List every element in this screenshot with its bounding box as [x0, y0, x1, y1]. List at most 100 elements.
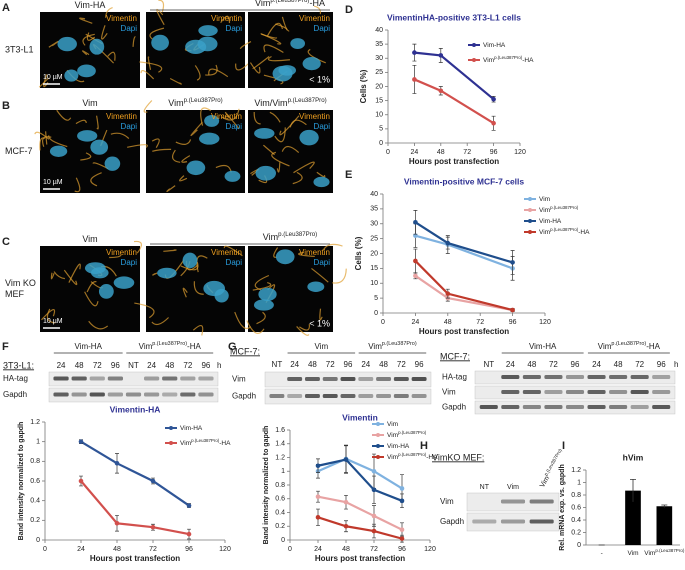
label: Vimp.(Leu387Pro) [368, 341, 417, 351]
y-tick-label: 1.2 [571, 467, 581, 474]
point [343, 523, 349, 529]
label-sup: p.(Leu387Pro) [191, 438, 220, 443]
point [186, 503, 192, 508]
band [376, 394, 392, 398]
y-tick-label: 10 [370, 280, 378, 287]
vimentin-fibre [96, 115, 99, 130]
nucleus [151, 34, 169, 51]
stain-label: Dapi [226, 24, 243, 33]
vimentin-fibre [316, 171, 326, 178]
band [304, 394, 320, 398]
stain-label: Vimentin [106, 248, 137, 257]
band [322, 377, 338, 381]
lane-label: NT [483, 360, 494, 369]
y-tick-label: 1.6 [275, 427, 285, 434]
point [343, 499, 349, 505]
y-tick-label: 30 [370, 221, 378, 228]
label: Vimp.(Leu387Pro) [387, 430, 427, 439]
lane-label: 48 [527, 360, 536, 369]
band [587, 375, 606, 379]
label: Vimp.(Leu387Pro)-HA [483, 55, 534, 64]
band [630, 405, 649, 409]
band [609, 405, 628, 409]
vimentin-fibre [163, 249, 177, 252]
point [510, 260, 515, 265]
band [393, 394, 409, 398]
series-line [414, 274, 513, 312]
label: Vimp.(Leu387Pro)-HA [180, 438, 231, 447]
label-sup: p.(Leu387Pro) [398, 430, 427, 435]
label: Vimp.(Leu387Pro)-HA [598, 341, 661, 351]
y-tick-label: 1 [36, 439, 40, 446]
chart-title: hVim [623, 452, 644, 462]
blot-row-label: HA-tag [442, 373, 467, 382]
x-tick-label: 120 [219, 546, 231, 553]
vimentin-fibre [276, 162, 281, 173]
band [180, 376, 196, 381]
stain-label: Dapi [121, 24, 138, 33]
point [438, 88, 444, 94]
band [71, 392, 87, 397]
label-text: Vim [82, 234, 97, 244]
vimentin-fibre [296, 326, 310, 336]
y-tick-label: 25 [370, 235, 378, 242]
nucleus [104, 156, 121, 171]
label-suffix: -HA [309, 0, 325, 8]
point [445, 240, 451, 246]
lane-label: 96 [201, 361, 210, 370]
lane-unit: h [674, 360, 678, 369]
band [107, 392, 123, 397]
lane-label: 72 [183, 361, 192, 370]
lane-label: NT [128, 361, 139, 370]
vimentin-fibre [253, 112, 261, 125]
vimentin-fibre [82, 33, 95, 46]
vimentin-fibre [273, 247, 279, 258]
band [652, 375, 671, 379]
label-text: Vim [539, 207, 550, 214]
panel-label: C [2, 236, 10, 248]
y-tick-label: 1 [281, 468, 285, 475]
band [500, 499, 526, 504]
vimentin-fibre [109, 254, 122, 259]
x-tick-label: 120 [539, 319, 551, 326]
y-tick-label: 1.2 [30, 419, 40, 426]
nucleus [275, 249, 295, 265]
y-tick-label: 35 [375, 41, 383, 48]
nucleus [278, 65, 297, 76]
vimentin-fibre [41, 309, 56, 321]
y-tick-label: 1.4 [275, 441, 285, 448]
bar [625, 490, 641, 545]
band [89, 376, 105, 381]
band [500, 519, 526, 524]
y-tick-label: 35 [370, 206, 378, 213]
band [544, 390, 563, 394]
band [107, 376, 123, 381]
vimentin-fibre [234, 311, 252, 330]
label-suffix: -HA [219, 440, 231, 447]
label-suffix: -HA [187, 342, 201, 351]
x-tick-label: 24 [412, 319, 420, 326]
label-text: NT [480, 484, 490, 491]
label-text: Vim [387, 432, 398, 439]
vimentin-fibre [140, 70, 155, 80]
label-text: Vim-HA [539, 218, 562, 225]
label-text: Vim [507, 484, 519, 491]
nucleus [258, 287, 277, 302]
point [315, 463, 321, 469]
x-tick-label: - [601, 550, 603, 557]
vimentin-fibre [266, 22, 284, 37]
lane-label: 96 [571, 360, 580, 369]
y-tick-label: 0.6 [30, 478, 40, 485]
lane-label: 48 [379, 360, 388, 369]
label-text: Vim [168, 98, 183, 108]
label-sup: p.(Leu387Pro) [550, 227, 579, 232]
x-tick-label: Vim [627, 550, 638, 557]
x-axis-label: Hours post transfection [315, 554, 405, 563]
category-sup: p.(Leu387Pro) [655, 548, 685, 553]
series-line [414, 51, 495, 101]
vimentin-fibre [105, 6, 113, 18]
label: Vimp.(Leu387Pro)-HA [139, 341, 202, 351]
vimentin-fibre [139, 61, 163, 73]
vimentin-fibre [263, 144, 275, 156]
vimentin-fibre [254, 274, 270, 291]
